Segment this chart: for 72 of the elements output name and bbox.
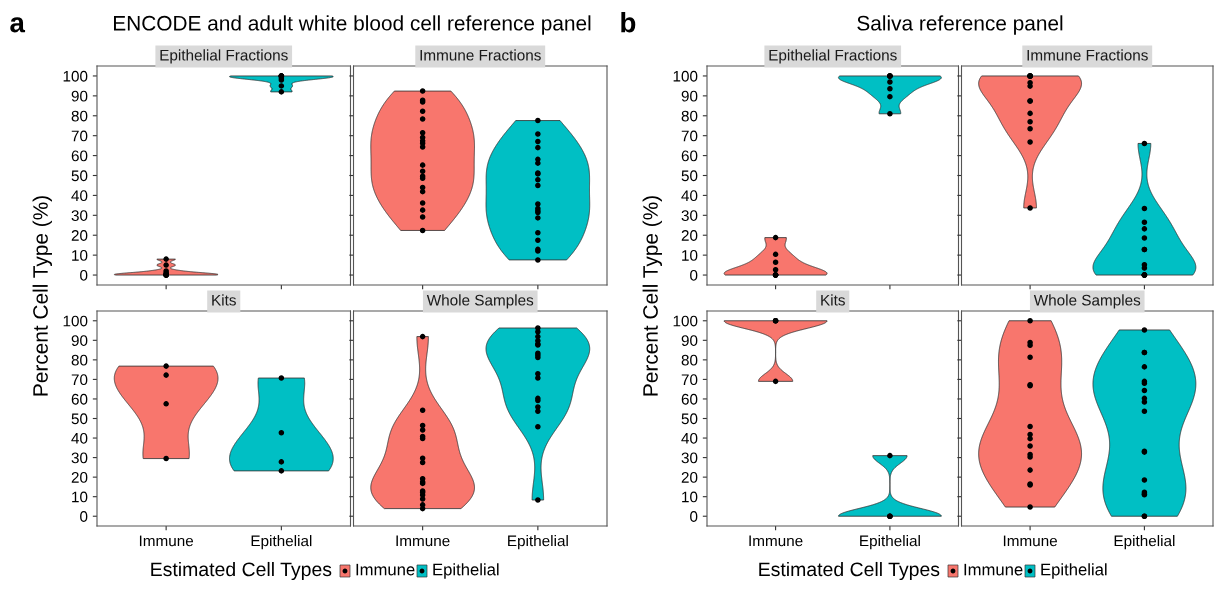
y-tick-label: 50 <box>681 170 698 182</box>
legend-title: Estimated Cell Types <box>151 561 332 581</box>
legend-title: Estimated Cell Types <box>759 561 940 581</box>
y-tick-label: 90 <box>681 90 698 102</box>
y-tick-label: 30 <box>681 452 698 464</box>
y-tick-label: 30 <box>681 210 698 221</box>
y-tick-label: 50 <box>71 170 88 182</box>
y-tick-label: 0 <box>80 511 88 522</box>
y-tick-label: 40 <box>681 432 698 444</box>
y-tick-label: 90 <box>71 90 88 102</box>
category-label: Epithelial <box>433 563 499 579</box>
y-tick-label: 70 <box>681 374 698 386</box>
chart-title: Kits <box>212 294 236 306</box>
text: b <box>621 12 636 33</box>
y-tick-label: 20 <box>681 472 698 483</box>
y-tick-label: 60 <box>681 393 698 405</box>
y-tick-label: 70 <box>71 130 88 142</box>
y-tick-label: 30 <box>71 210 88 221</box>
y-tick-label: 80 <box>71 354 88 366</box>
y-tick-label: 80 <box>71 110 88 122</box>
y-tick-label: 100 <box>63 70 88 82</box>
y-tick-label: 20 <box>71 230 88 241</box>
y-tick-label: 60 <box>681 150 698 162</box>
x-tick-label: Immune <box>139 535 194 547</box>
y-tick-label: 70 <box>71 374 88 386</box>
y-tick-label: 20 <box>71 472 88 483</box>
y-tick-label: 100 <box>673 70 698 82</box>
chart-title: Immune Fractions <box>420 49 541 61</box>
y-tick-label: 20 <box>681 230 698 241</box>
text: ENCODE and adult white blood cell reference panel <box>114 15 591 35</box>
y-tick-label: 0 <box>690 511 698 522</box>
y-tick-label: 70 <box>681 130 698 142</box>
y-axis-title: Percent Cell Type (%) <box>32 196 52 396</box>
text: Saliva reference panel <box>857 15 1063 35</box>
x-tick-label: Immune <box>1003 535 1058 547</box>
x-tick-label: Epithelial <box>251 535 312 550</box>
y-tick-label: 100 <box>63 315 88 327</box>
y-tick-label: 80 <box>681 354 698 366</box>
y-tick-label: 90 <box>681 335 698 346</box>
y-tick-label: 10 <box>682 491 698 503</box>
x-tick-label: Immune <box>396 535 450 547</box>
x-tick-label: Epithelial <box>508 535 568 550</box>
chart-title: Whole Samples <box>426 294 534 309</box>
category-label: Immune <box>964 563 1023 576</box>
y-tick-label: 80 <box>681 110 698 122</box>
y-tick-label: 0 <box>690 269 698 281</box>
x-tick-label: Epithelial <box>860 535 920 550</box>
y-tick-label: 40 <box>71 432 88 444</box>
y-tick-label: 30 <box>71 452 88 464</box>
y-tick-label: 60 <box>71 393 88 405</box>
chart-title: Immune Fractions <box>1027 49 1148 61</box>
x-tick-label: Epithelial <box>1114 535 1175 550</box>
chart-title: Whole Samples <box>1033 294 1141 309</box>
y-tick-label: 40 <box>71 190 88 202</box>
chart-title: Epithelial Fractions <box>769 49 897 64</box>
y-tick-label: 90 <box>71 335 88 346</box>
text: a <box>10 17 26 33</box>
y-tick-label: 50 <box>71 413 88 425</box>
category-label: Epithelial <box>1041 563 1107 579</box>
y-tick-label: 50 <box>681 413 698 425</box>
y-tick-label: 40 <box>681 190 698 202</box>
y-tick-label: 100 <box>673 315 698 327</box>
y-tick-label: 60 <box>71 150 88 162</box>
y-tick-label: 0 <box>80 269 88 281</box>
y-tick-label: 10 <box>72 250 88 261</box>
y-tick-label: 10 <box>72 491 88 503</box>
y-tick-label: 10 <box>682 250 698 261</box>
category-label: Immune <box>356 563 415 576</box>
y-axis-title: Percent Cell Type (%) <box>642 196 662 396</box>
chart-title: Epithelial Fractions <box>160 49 288 64</box>
x-tick-label: Immune <box>749 535 803 547</box>
chart-title: Kits <box>821 294 845 306</box>
